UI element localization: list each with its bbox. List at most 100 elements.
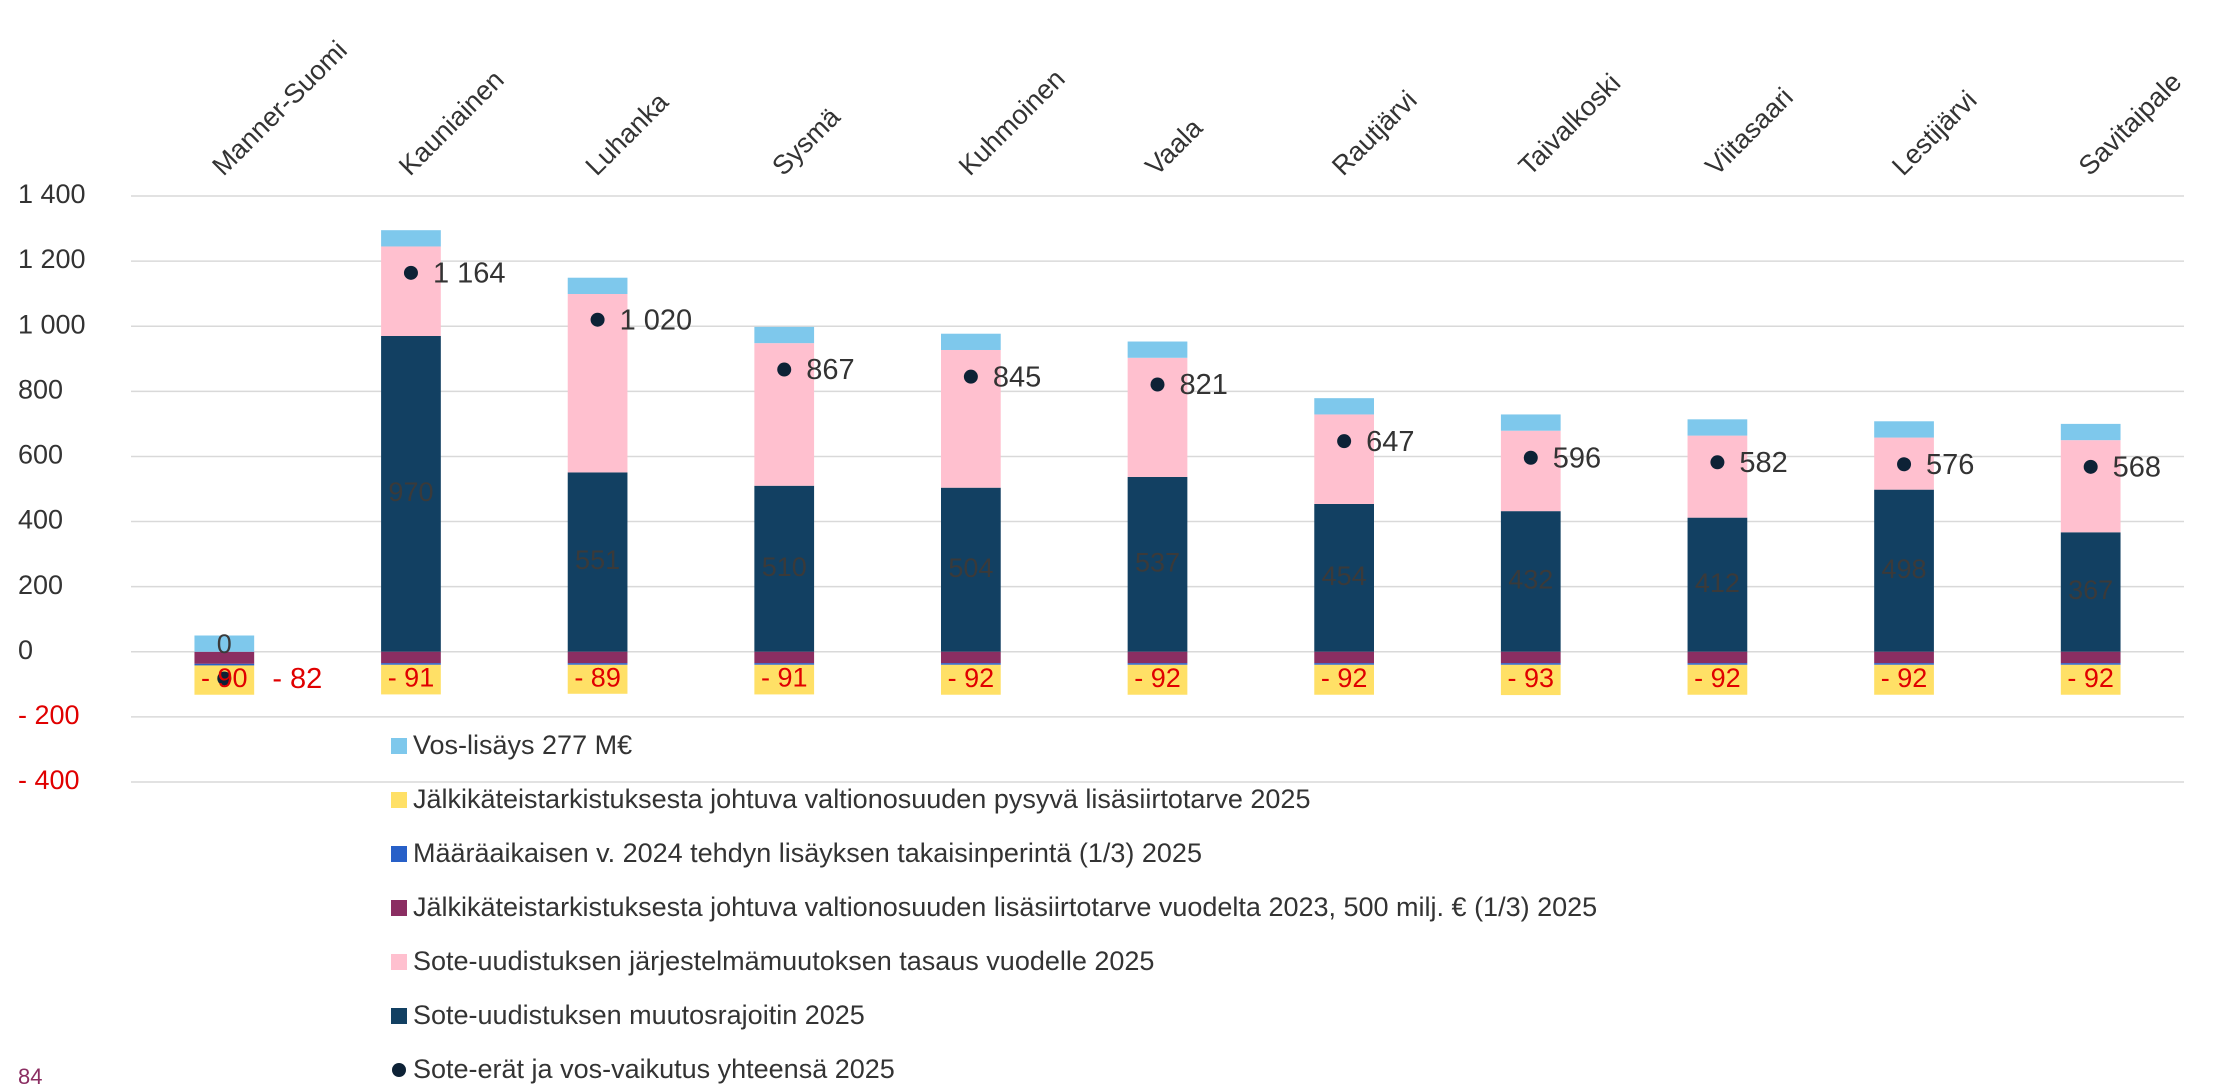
legend-label: Sote-erät ja vos-vaikutus yhteensä 2025 [413, 1054, 895, 1084]
x-tick-label: Kauniainen [393, 65, 510, 182]
data-label: - 90 [201, 663, 248, 693]
data-label: 454 [1322, 561, 1367, 591]
bar-segment [1687, 435, 1748, 518]
bar-segment [941, 487, 1001, 652]
bar-segment [754, 651, 815, 664]
bar-segment [2060, 651, 2121, 664]
data-label: - 92 [1321, 663, 1368, 693]
data-label: 0 [217, 629, 232, 659]
bar-segment [1687, 517, 1748, 652]
bar-segment [941, 651, 1001, 664]
y-tick-label: 1 000 [18, 309, 86, 339]
bar-segment [1127, 663, 1188, 665]
x-tick-label: Viitasaari [1699, 82, 1798, 181]
legend-label: Sote-uudistuksen muutosrajoitin 2025 [413, 1000, 865, 1030]
x-tick-label: Savitaipale [2073, 67, 2188, 182]
data-label: - 92 [1694, 663, 1741, 693]
x-tick-label: Sysmä [766, 101, 846, 181]
legend-label: Sote-uudistuksen järjestelmämuutoksen ta… [413, 946, 1154, 976]
y-tick-label: 400 [18, 505, 63, 535]
data-label: - 92 [1881, 663, 1928, 693]
total-dot [963, 369, 978, 384]
bar-segment [1127, 664, 1188, 695]
total-label: 867 [806, 354, 854, 386]
data-label: - 92 [1134, 663, 1181, 693]
data-label: - 92 [948, 663, 995, 693]
data-label: - 91 [388, 663, 435, 693]
x-tick-label: Taivalkoski [1513, 68, 1627, 182]
bar-segment [1687, 651, 1748, 664]
bar-segment [381, 663, 441, 665]
bar-segment [1687, 663, 1748, 665]
legend-label: Jälkikäteistarkistuksesta johtuva valtio… [413, 892, 1597, 922]
y-tick-label: - 200 [18, 700, 80, 730]
bar-segment [1127, 651, 1188, 664]
bar-segment [1314, 398, 1374, 415]
bar-segment [754, 664, 815, 695]
x-tick-label: Lestijärvi [1886, 85, 1983, 182]
x-tick-label: Kuhmoinen [953, 63, 1071, 181]
bar-segment [2060, 423, 2121, 441]
total-label: 1 020 [620, 304, 693, 336]
x-tick-label: Manner-Suomi [206, 35, 352, 181]
bar-segment [754, 485, 815, 652]
bar-segment [567, 664, 628, 694]
data-label: 498 [1882, 554, 1927, 584]
bar-segment [1500, 430, 1561, 512]
data-label: 537 [1135, 547, 1180, 577]
x-tick-label: Rautjärvi [1326, 85, 1423, 182]
legend-swatch [391, 1008, 407, 1024]
bar-segment [1874, 489, 1934, 652]
legend-swatch [391, 792, 407, 808]
bar-segment [1314, 651, 1374, 664]
bar-segment [941, 664, 1001, 695]
total-dot [1897, 457, 1912, 472]
y-tick-label: 600 [18, 440, 63, 470]
bar-segment [754, 326, 815, 344]
bar-segment [1314, 414, 1374, 504]
y-tick-label: - 400 [18, 765, 80, 795]
total-dot [217, 671, 232, 686]
bar-segment [194, 663, 255, 666]
bar-segment [1874, 651, 1934, 664]
total-label: 845 [993, 361, 1041, 393]
data-label: 504 [948, 553, 993, 583]
total-dot [1337, 434, 1352, 449]
legend-swatch [391, 954, 407, 970]
bar-segment [941, 333, 1001, 350]
x-tick-label: Luhanka [580, 86, 675, 181]
total-label: 582 [1739, 447, 1787, 479]
bar-segment [1687, 419, 1748, 436]
bar-segment [1314, 664, 1374, 695]
y-tick-label: 200 [18, 570, 63, 600]
bar-segment [2060, 664, 2121, 695]
bar-segment [1874, 664, 1934, 695]
bar-segment [1500, 511, 1561, 652]
y-tick-label: 1 400 [18, 179, 86, 209]
bar-segment [381, 335, 441, 652]
bar-segment [381, 651, 441, 664]
total-label: 821 [1180, 369, 1228, 401]
bar-segment [1127, 357, 1188, 477]
total-dot [403, 265, 418, 280]
total-dot [1523, 450, 1538, 465]
bar-segment [1874, 421, 1934, 438]
bar-segment [1314, 503, 1374, 652]
data-label: 367 [2068, 575, 2113, 605]
legend-label: Määräaikaisen v. 2024 tehdyn lisäyksen t… [413, 838, 1202, 868]
data-label: 970 [388, 477, 433, 507]
bar-segment [1500, 663, 1561, 665]
total-label: 568 [2113, 452, 2161, 484]
data-label: - 91 [761, 663, 808, 693]
bar-segment [1127, 341, 1188, 358]
total-dot [777, 362, 792, 377]
total-dot [1710, 455, 1725, 470]
page-number: 84 [18, 1064, 42, 1084]
data-label: - 93 [1508, 663, 1555, 693]
bar-segment [381, 246, 441, 336]
bar-segment [1500, 664, 1561, 696]
data-label: 510 [762, 552, 807, 582]
data-label: 551 [575, 545, 620, 575]
bar-segment [2060, 663, 2121, 665]
